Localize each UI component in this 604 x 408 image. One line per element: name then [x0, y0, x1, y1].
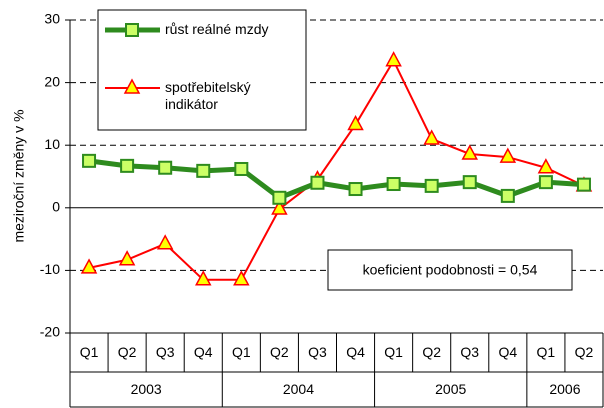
x-tick-label: Q2: [270, 344, 289, 360]
point: [424, 178, 439, 193]
year-label: 2006: [549, 381, 580, 397]
point: [233, 270, 250, 286]
point: [576, 177, 591, 192]
point: [499, 147, 517, 163]
y-tick-label: 30: [44, 11, 60, 27]
point: [348, 182, 363, 197]
legend-marker: [125, 23, 139, 37]
x-tick-label: Q2: [118, 344, 137, 360]
point: [385, 51, 402, 67]
point: [158, 160, 173, 175]
point: [82, 153, 97, 168]
x-tick-label: Q1: [384, 344, 403, 360]
y-axis-label: meziroční změny v %: [11, 109, 27, 242]
y-tick-label: 20: [44, 73, 60, 89]
x-tick-label: Q3: [460, 344, 479, 360]
point: [386, 177, 401, 192]
point: [196, 163, 211, 178]
x-tick-label: Q1: [537, 344, 556, 360]
annotation: koeficient podobnosti = 0,54: [363, 262, 538, 278]
point: [423, 129, 440, 145]
annotation-box: [327, 249, 573, 291]
legend-label: spotřebitelský indikátor: [165, 79, 251, 112]
point: [271, 199, 288, 215]
point: [156, 234, 174, 250]
point: [120, 158, 135, 173]
point: [194, 270, 212, 286]
x-tick-label: Q2: [422, 344, 441, 360]
year-label: 2003: [131, 381, 162, 397]
point: [461, 144, 479, 160]
legend-label: růst reálné mzdy: [165, 21, 269, 37]
point: [537, 158, 555, 174]
x-tick-label: Q4: [498, 344, 517, 360]
x-tick-label: Q2: [575, 344, 594, 360]
legend-marker: [123, 78, 141, 94]
point: [234, 161, 249, 176]
y-tick-label: 10: [44, 136, 60, 152]
point: [538, 175, 553, 190]
point: [310, 175, 325, 190]
x-tick-label: Q3: [308, 344, 327, 360]
year-label: 2004: [283, 381, 314, 397]
y-tick-label: -20: [40, 324, 60, 340]
x-tick-label: Q1: [232, 344, 251, 360]
point: [347, 114, 364, 131]
y-tick-label: 0: [52, 199, 60, 215]
point: [80, 258, 98, 274]
point: [462, 175, 477, 190]
x-tick-label: Q4: [194, 344, 213, 360]
x-tick-label: Q4: [346, 344, 365, 360]
point: [500, 188, 515, 203]
x-tick-label: Q1: [80, 344, 99, 360]
y-tick-label: -10: [40, 261, 60, 277]
series-line: [88, 58, 585, 281]
point: [272, 190, 287, 205]
x-tick-label: Q3: [156, 344, 175, 360]
point: [118, 250, 136, 266]
year-label: 2005: [435, 381, 466, 397]
